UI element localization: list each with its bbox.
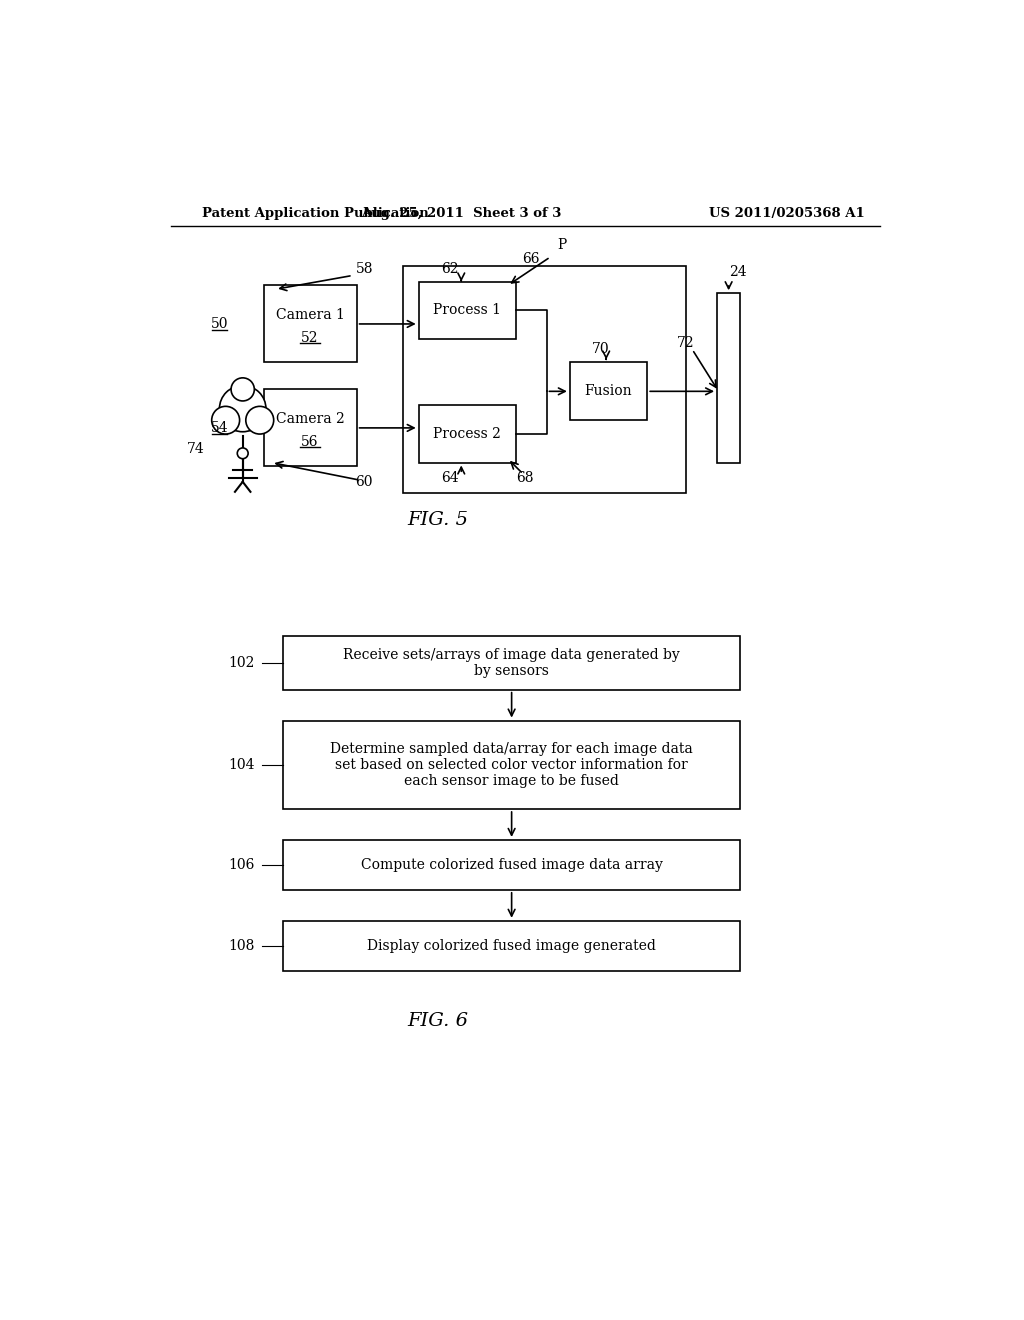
Text: 62: 62 (441, 261, 459, 276)
Text: 104: 104 (227, 758, 254, 772)
Text: 66: 66 (522, 252, 540, 265)
Text: FIG. 6: FIG. 6 (408, 1012, 469, 1030)
Circle shape (219, 385, 266, 432)
Bar (419, 405, 515, 462)
Text: 74: 74 (187, 442, 205, 457)
Bar (569, 363, 647, 420)
Bar (283, 721, 740, 809)
Text: 72: 72 (677, 337, 695, 350)
Text: 60: 60 (355, 475, 373, 488)
Text: 54: 54 (211, 421, 228, 434)
Text: Receive sets/arrays of image data generated by
by sensors: Receive sets/arrays of image data genera… (343, 648, 680, 678)
Text: Camera 1: Camera 1 (275, 308, 344, 322)
Bar (263, 285, 356, 363)
Text: Fusion: Fusion (585, 384, 632, 399)
Text: Camera 2: Camera 2 (275, 412, 344, 425)
Text: US 2011/0205368 A1: US 2011/0205368 A1 (710, 207, 865, 220)
Text: Display colorized fused image generated: Display colorized fused image generated (368, 939, 656, 953)
Text: P: P (557, 238, 566, 252)
Bar (283, 840, 740, 890)
Text: Patent Application Publication: Patent Application Publication (202, 207, 428, 220)
Text: FIG. 5: FIG. 5 (408, 511, 469, 529)
Text: 52: 52 (301, 331, 318, 345)
Text: 24: 24 (729, 265, 746, 280)
Circle shape (246, 407, 273, 434)
Bar (419, 281, 515, 339)
Bar (283, 636, 740, 689)
Circle shape (231, 378, 254, 401)
Text: Process 2: Process 2 (433, 426, 501, 441)
Circle shape (212, 407, 240, 434)
Bar (263, 389, 356, 466)
Text: 56: 56 (301, 434, 318, 449)
Text: 102: 102 (228, 656, 254, 669)
Text: 58: 58 (355, 261, 373, 276)
Text: Aug. 25, 2011  Sheet 3 of 3: Aug. 25, 2011 Sheet 3 of 3 (361, 207, 561, 220)
Text: 68: 68 (516, 471, 534, 484)
Text: 50: 50 (211, 317, 228, 331)
Bar (283, 921, 740, 970)
Text: 106: 106 (228, 858, 254, 873)
Text: 64: 64 (440, 471, 459, 484)
Circle shape (238, 447, 248, 459)
Text: Process 1: Process 1 (433, 304, 501, 318)
Text: Compute colorized fused image data array: Compute colorized fused image data array (360, 858, 663, 873)
Bar (403, 267, 686, 494)
Text: 108: 108 (228, 939, 254, 953)
Text: Determine sampled data/array for each image data
set based on selected color vec: Determine sampled data/array for each im… (331, 742, 693, 788)
Bar (717, 293, 740, 462)
Text: 70: 70 (592, 342, 609, 356)
